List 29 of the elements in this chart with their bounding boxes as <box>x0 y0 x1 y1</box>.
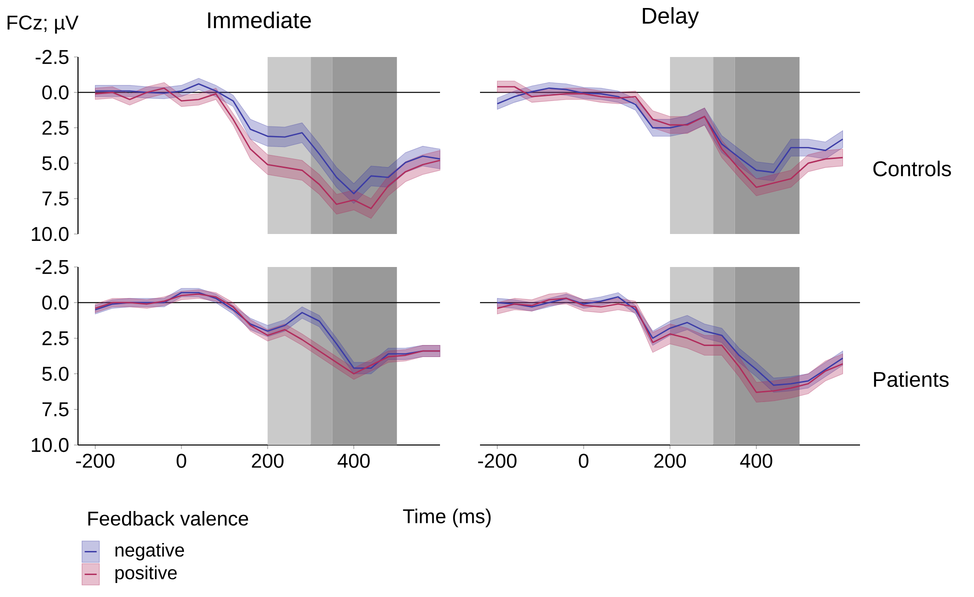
x-tick-label: -200 <box>76 454 114 468</box>
y-tick-label: 10.0 <box>32 226 68 242</box>
x-tick-label: 0 <box>176 454 186 468</box>
y-tick-label: -2.5 <box>36 260 68 274</box>
y-tick-label: 2.5 <box>42 331 68 346</box>
y-tick-label: 7.5 <box>42 192 68 206</box>
chart-title: Immediate <box>208 12 311 28</box>
y-tick-label: 0.0 <box>42 85 68 100</box>
legend-title: Feedback valence <box>88 510 248 526</box>
y-tick-label: 7.5 <box>42 402 68 416</box>
x-tick-label: -200 <box>478 454 516 468</box>
legend-label: positive <box>115 566 177 584</box>
y-tick-label: 2.5 <box>42 120 68 135</box>
legend-label: negative <box>116 542 184 560</box>
y-tick-label: -2.5 <box>36 50 68 64</box>
x-tick-label: 200 <box>654 454 686 468</box>
y-tick-label: 5.0 <box>42 366 68 381</box>
y-axis-title: FCz; µV <box>8 16 79 34</box>
x-tick-label: 0 <box>578 454 588 468</box>
x-tick-label: 400 <box>338 454 370 468</box>
x-tick-label: 200 <box>252 454 284 468</box>
text: Controls <box>873 160 951 176</box>
text: Patients <box>874 371 949 387</box>
y-tick-label: 5.0 <box>42 156 68 170</box>
y-tick-label: 10.0 <box>32 438 68 452</box>
x-axis-title: Time (ms) <box>403 508 491 528</box>
y-tick-label: 0.0 <box>42 296 68 310</box>
x-tick-label: 400 <box>740 454 772 468</box>
chart-title: Delay <box>642 7 699 28</box>
